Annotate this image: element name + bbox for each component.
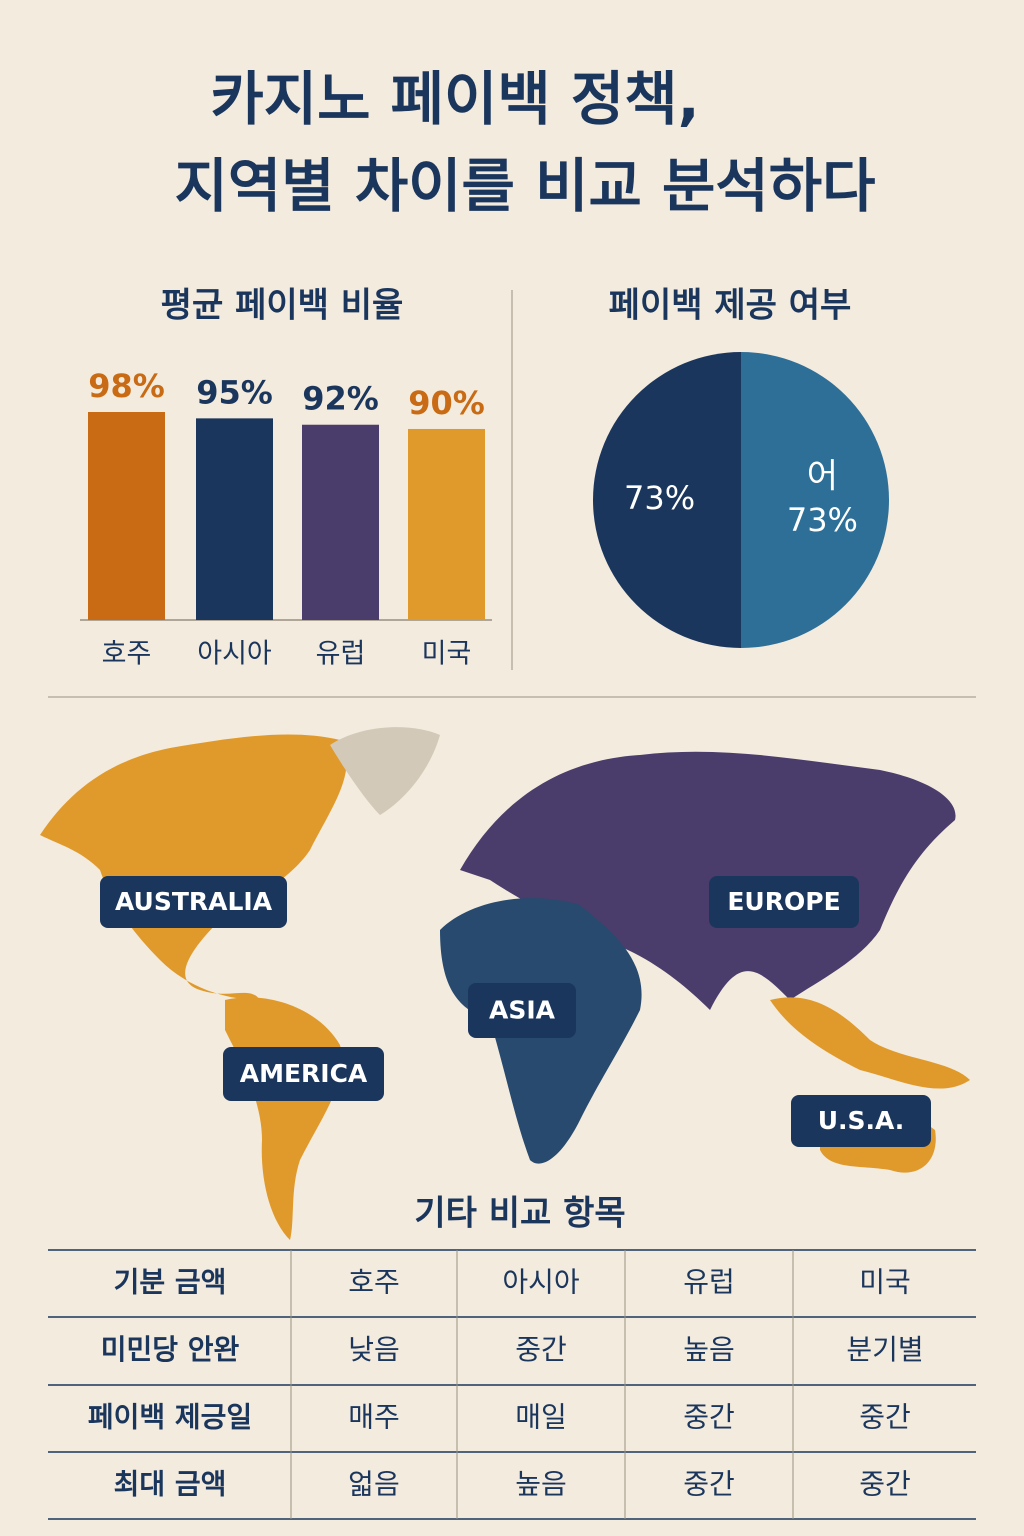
slice-label: 73% — [624, 479, 695, 517]
category-label: 미국 — [422, 639, 472, 670]
bar — [196, 418, 273, 620]
category-label: 아시아 — [197, 639, 272, 670]
map-label: ASIA — [489, 996, 556, 1025]
table-cell: 높음 — [515, 1468, 567, 1501]
table-cell: 높음 — [683, 1333, 735, 1366]
table-cell: 호주 — [348, 1266, 400, 1299]
slice-label: 73% — [787, 501, 858, 539]
table-cell: 중간 — [515, 1333, 567, 1366]
map-label: AMERICA — [240, 1059, 368, 1088]
table-cell: 미민당 안완 — [101, 1333, 240, 1366]
map-label-box — [709, 876, 859, 928]
continent — [770, 997, 970, 1089]
value-label: 95% — [196, 373, 273, 411]
map-label: EUROPE — [727, 887, 840, 916]
table-cell: 아시아 — [502, 1266, 579, 1299]
map-label-box — [791, 1095, 931, 1147]
pie-slice — [593, 352, 741, 648]
title-line: 카지노 페이백 정책, — [210, 65, 699, 133]
map-label: AUSTRALIA — [115, 887, 273, 916]
pie-slice — [741, 352, 889, 648]
category-label: 유럽 — [316, 639, 366, 670]
table-cell: 중간 — [683, 1401, 735, 1434]
map-label: U.S.A. — [818, 1106, 905, 1135]
table-cell: 중간 — [683, 1468, 735, 1501]
table-cell: 최대 금액 — [114, 1468, 227, 1501]
map-label-box — [468, 983, 576, 1038]
bar — [302, 424, 379, 620]
map-label-box — [100, 876, 287, 928]
continent — [460, 751, 956, 1010]
table-cell: 유럽 — [683, 1266, 735, 1299]
table-cell: 기분 금액 — [114, 1266, 227, 1299]
table-title: 기타 비교 항목 — [414, 1194, 625, 1234]
table-cell: 페이백 제긍일 — [88, 1401, 252, 1434]
title-line: 지역별 차이를 비교 분석하다 — [175, 152, 876, 220]
bar — [88, 412, 165, 620]
value-label: 92% — [302, 380, 379, 418]
value-label: 98% — [88, 367, 165, 405]
table-cell: 미국 — [859, 1266, 911, 1299]
table-cell: 중간 — [859, 1468, 911, 1501]
table-cell: 얿음 — [348, 1468, 400, 1501]
slice-name: 어 — [807, 457, 838, 497]
bar — [408, 428, 485, 620]
chart-title: 평균 페이백 비율 — [161, 286, 404, 326]
continent — [330, 727, 440, 815]
table-cell: 매일 — [515, 1401, 567, 1434]
table-cell: 매주 — [348, 1401, 400, 1434]
map-label-box — [223, 1047, 384, 1101]
category-label: 호주 — [102, 639, 152, 670]
continent — [40, 734, 347, 1000]
table-cell: 중간 — [859, 1401, 911, 1434]
value-label: 90% — [408, 384, 485, 422]
chart-title: 페이백 제공 여부 — [609, 286, 852, 326]
table-cell: 분기별 — [846, 1333, 923, 1366]
table-cell: 낮음 — [348, 1333, 400, 1366]
